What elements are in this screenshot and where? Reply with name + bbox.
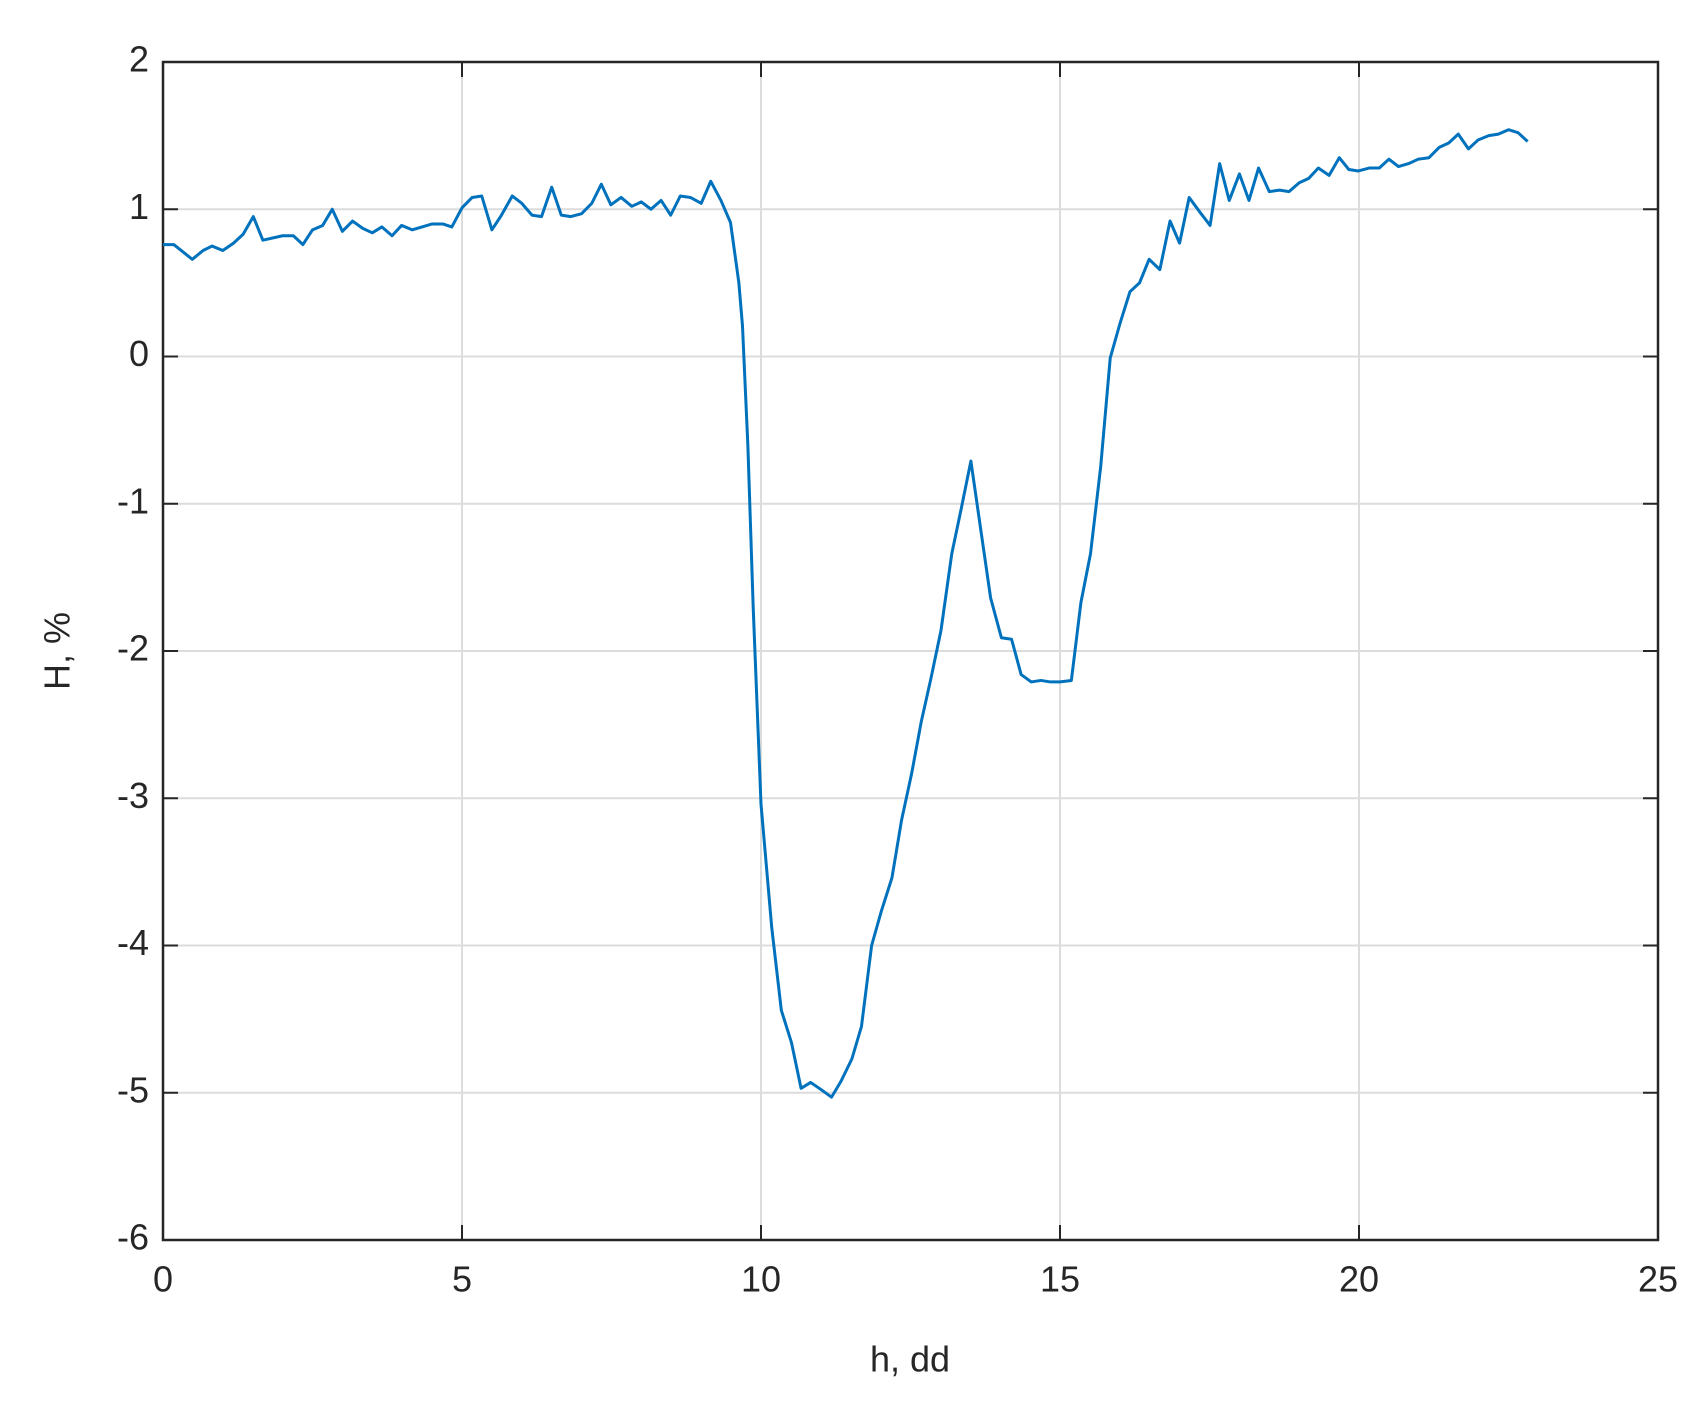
plot-frame <box>161 60 1660 1242</box>
data-line <box>163 128 1529 1099</box>
y-tick-label: -2 <box>117 628 149 669</box>
x-tick-label: 10 <box>741 1259 781 1300</box>
y-tick-label: -4 <box>117 922 149 963</box>
x-axis-label: h, dd <box>870 1339 950 1380</box>
y-tick-label: -3 <box>117 775 149 816</box>
x-tick-label: 0 <box>153 1259 173 1300</box>
x-tick-label: 20 <box>1339 1259 1379 1300</box>
x-tick-label: 5 <box>452 1259 472 1300</box>
x-tick-label: 25 <box>1638 1259 1678 1300</box>
y-tick-label: 0 <box>129 333 149 374</box>
y-tick-label: -1 <box>117 480 149 521</box>
y-tick-label: -6 <box>117 1217 149 1258</box>
x-tick-label: 15 <box>1040 1259 1080 1300</box>
y-tick-label: -5 <box>117 1069 149 1110</box>
y-axis-label: H, % <box>37 612 78 690</box>
y-tick-label: 1 <box>129 186 149 227</box>
y-tick-label: 2 <box>129 39 149 80</box>
